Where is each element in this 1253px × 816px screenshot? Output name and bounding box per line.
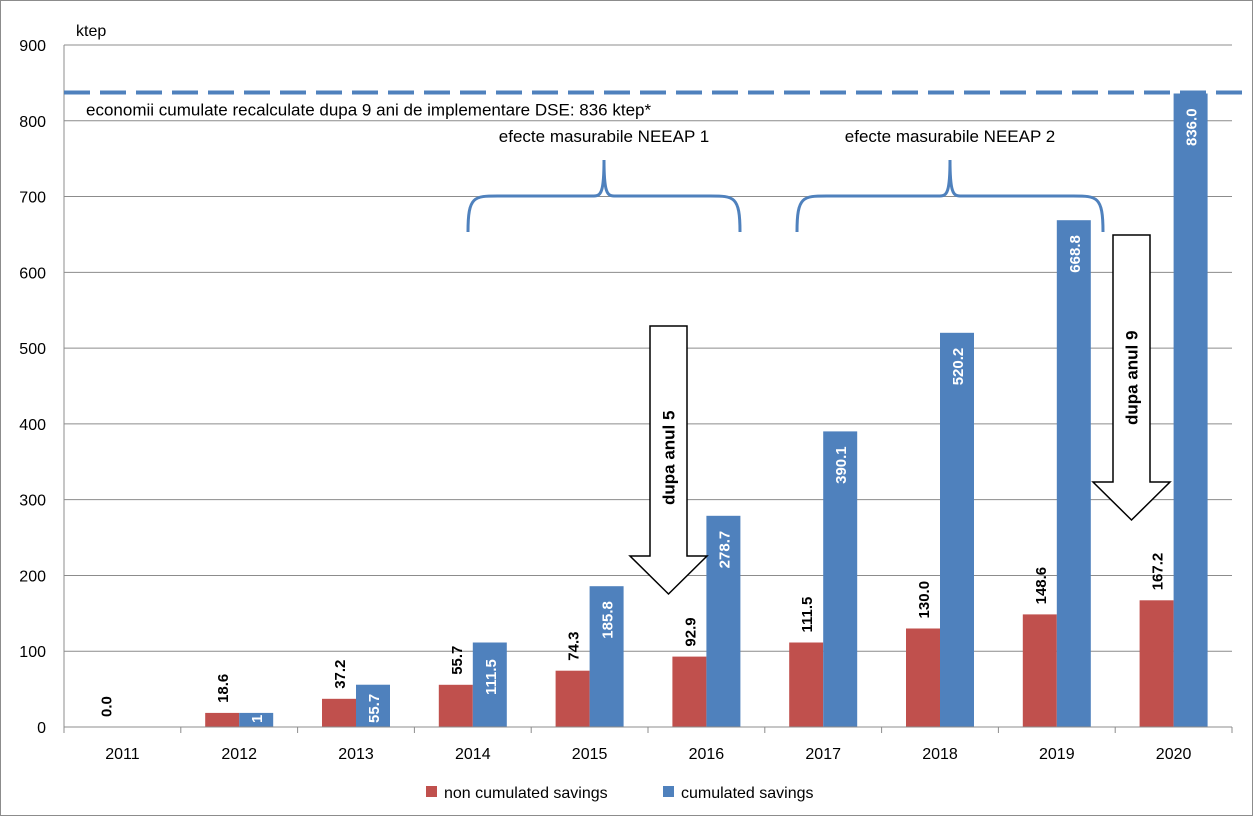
y-tick-label: 800 [19, 114, 46, 131]
data-label: 836.0 [1184, 108, 1201, 146]
data-label: 0.0 [98, 696, 115, 717]
bar-cumulated-2016 [706, 515, 741, 727]
data-label: 37.2 [332, 660, 349, 689]
legend: non cumulated savings cumulated savings [426, 785, 814, 802]
bar-non-cumulated-2017 [789, 642, 824, 727]
y-axis-unit: ktep [76, 23, 106, 40]
x-tick-label: 2012 [221, 746, 257, 763]
data-label: 55.7 [366, 694, 383, 723]
data-label: 390.1 [833, 446, 850, 484]
y-tick-label: 0 [37, 720, 46, 737]
bar-cumulated-2020 [1173, 93, 1208, 727]
axes: 0 100 200 300 400 500 600 700 800 900 ktep 2011 2012… [19, 23, 1233, 763]
y-tick-label: 100 [19, 644, 46, 661]
data-label: 55.7 [449, 646, 466, 675]
data-label: 111.5 [483, 659, 500, 695]
y-tick-label: 600 [19, 265, 46, 282]
y-tick-label: 500 [19, 341, 46, 358]
bar-cumulated-2014 [472, 642, 507, 727]
data-label: 92.9 [682, 617, 699, 646]
brace-1 [466, 159, 742, 233]
arrow-label-2: dupa anul 9 [1123, 331, 1142, 425]
x-tick-label: 2018 [922, 746, 958, 763]
data-labels: 0.018.6 37.2 55.7 74.3 92.9 111.5 130.0 148.6 16… [98, 108, 1200, 723]
data-label: 668.8 [1067, 235, 1084, 273]
data-label: 167.2 [1150, 553, 1167, 591]
x-tick-label: 2017 [805, 746, 841, 763]
legend-swatch-2 [663, 786, 674, 797]
y-tick-label: 200 [19, 568, 46, 585]
bar-cumulated-2017 [823, 431, 858, 727]
bar-non-cumulated-2016 [672, 656, 707, 727]
bar-cumulated-2015 [589, 586, 624, 727]
bar-cumulated-2013 [356, 684, 390, 727]
data-label: 111.5 [799, 597, 816, 633]
arrow-1 [628, 325, 709, 596]
bar-non-cumulated-2015 [555, 670, 590, 727]
legend-swatch-1 [426, 786, 437, 797]
bar-non-cumulated-2019 [1022, 614, 1057, 727]
data-label: 18.6 [215, 674, 232, 703]
x-tick-label: 2011 [105, 746, 140, 763]
x-tick-label: 2019 [1039, 746, 1075, 763]
data-label: 148.6 [1033, 567, 1050, 605]
annotations: economii cumulate recalculate dupa 9 ani… [64, 90, 1242, 596]
data-label: 185.8 [600, 601, 617, 639]
arrow-label-1: dupa anul 5 [660, 411, 679, 505]
x-tick-label: 2016 [689, 746, 725, 763]
x-tick-label: 2015 [572, 746, 608, 763]
brace-2 [795, 159, 1105, 233]
x-tick-label: 2014 [455, 746, 491, 763]
bar-cumulated-2018 [940, 332, 974, 727]
legend-label-2: cumulated savings [681, 785, 814, 802]
bar-cumulated-2019 [1056, 220, 1091, 727]
bar-non-cumulated-2012 [205, 712, 240, 727]
y-tick-label: 400 [19, 417, 46, 434]
brace-label-2: efecte masurabile NEEAP 2 [845, 127, 1055, 146]
data-label: 1 [249, 715, 266, 723]
reference-line-label: economii cumulate recalculate dupa 9 ani… [86, 100, 651, 119]
bar-non-cumulated-2013 [322, 698, 356, 727]
bar-non-cumulated-2014 [438, 684, 473, 727]
bar-non-cumulated-2020 [1139, 600, 1174, 727]
data-label: 278.7 [716, 531, 733, 569]
bars [205, 93, 1208, 727]
bar-non-cumulated-2018 [906, 628, 940, 727]
y-tick-label: 300 [19, 493, 46, 510]
arrow-2 [1091, 234, 1172, 522]
legend-label-1: non cumulated savings [444, 785, 608, 802]
x-tick-label: 2013 [338, 746, 374, 763]
data-label: 520.2 [950, 348, 967, 386]
y-tick-label: 700 [19, 190, 46, 207]
x-tick-label: 2020 [1156, 746, 1192, 763]
data-label: 74.3 [566, 631, 583, 660]
y-tick-label: 900 [19, 38, 46, 55]
data-label: 130.0 [916, 581, 933, 619]
bar-cumulated-2012 [239, 712, 274, 727]
brace-label-1: efecte masurabile NEEAP 1 [499, 127, 709, 146]
